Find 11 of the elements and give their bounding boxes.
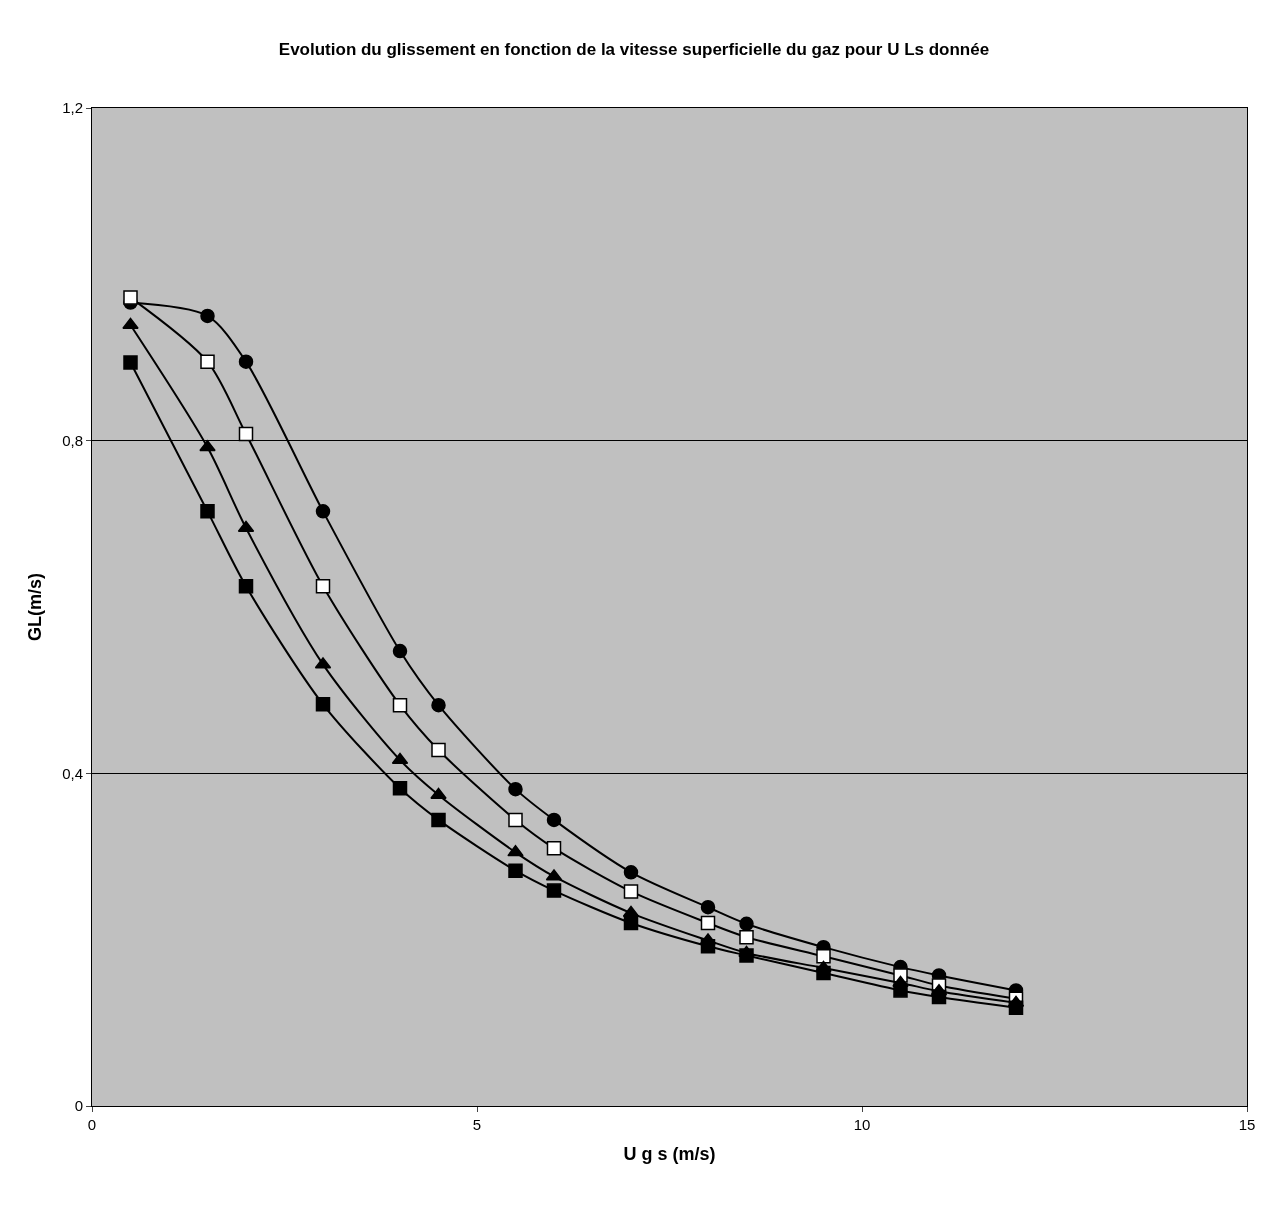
x-tick-label: 0 xyxy=(87,1116,97,1133)
x-axis-title: U g s (m/s) xyxy=(623,1144,716,1165)
y-tick-label: 1,2 xyxy=(62,99,83,117)
x-tick-label: 5 xyxy=(472,1116,482,1133)
y-tick-label: 0,8 xyxy=(62,431,83,449)
x-tick-label: 15 xyxy=(1238,1116,1256,1133)
chart-title: Evolution du glissement en fonction de la vitesse superficielle du gaz pour U Ls donnée xyxy=(278,39,990,59)
y-tick-label: 0 xyxy=(74,1097,83,1115)
y-tick-label: 0,4 xyxy=(62,764,83,782)
x-tick-label: 10 xyxy=(853,1116,871,1133)
y-axis-title: GL(m/s) xyxy=(25,572,46,642)
